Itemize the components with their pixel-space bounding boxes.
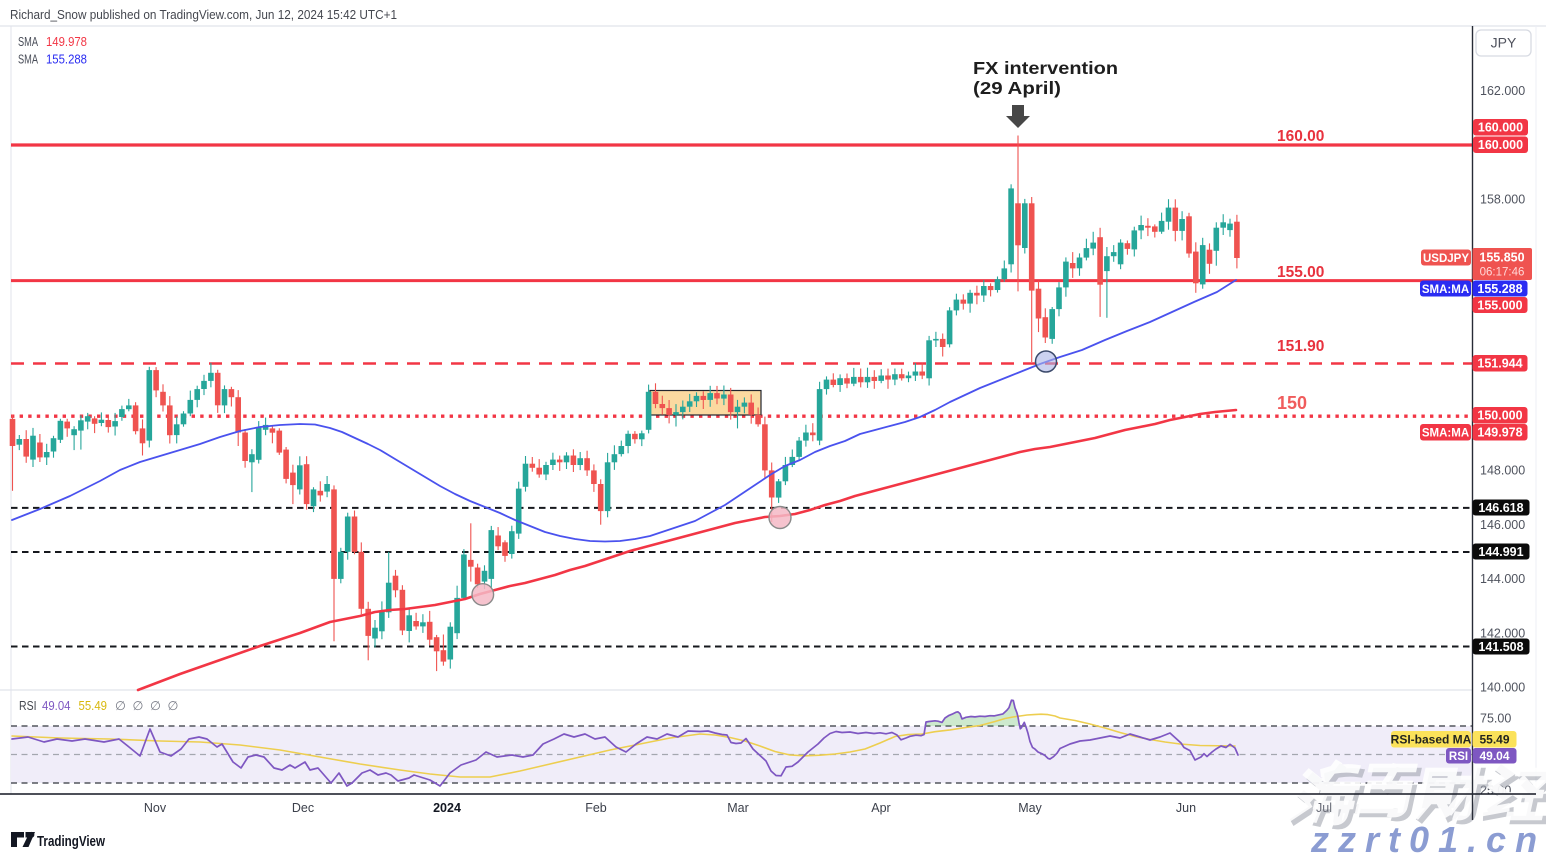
svg-text:2024: 2024 [433,801,461,815]
svg-text:151.90: 151.90 [1277,338,1324,355]
svg-text:144.000: 144.000 [1480,572,1525,586]
svg-text:(29 April): (29 April) [973,78,1061,98]
svg-text:∅: ∅ [133,699,144,713]
svg-text:55.49: 55.49 [79,699,108,713]
svg-text:Feb: Feb [585,801,607,815]
svg-text:Dec: Dec [292,801,314,815]
svg-text:SMA: SMA [18,52,38,67]
svg-text:FX intervention: FX intervention [973,58,1118,78]
svg-text:zzrt01.cn: zzrt01.cn [1310,819,1546,857]
svg-text:06:17:46: 06:17:46 [1480,267,1525,279]
svg-text:RSI: RSI [19,699,37,713]
svg-text:160.000: 160.000 [1478,138,1523,152]
svg-text:May: May [1018,801,1042,815]
svg-text:55.49: 55.49 [1479,733,1509,747]
svg-text:140.000: 140.000 [1480,681,1525,695]
svg-text:155.00: 155.00 [1277,264,1324,281]
svg-text:150.000: 150.000 [1477,409,1522,423]
svg-text:144.991: 144.991 [1478,545,1523,559]
svg-text:TradingView: TradingView [37,833,105,850]
svg-text:155.000: 155.000 [1477,298,1522,312]
svg-text:Apr: Apr [871,801,890,815]
svg-text:146.618: 146.618 [1478,501,1523,515]
svg-text:149.978: 149.978 [46,34,87,49]
svg-text:155.850: 155.850 [1479,251,1524,265]
svg-text:RSI-based MA: RSI-based MA [1391,733,1472,747]
svg-text:Mar: Mar [727,801,749,815]
svg-text:∅: ∅ [168,699,179,713]
svg-text:150: 150 [1277,393,1307,413]
svg-text:141.508: 141.508 [1478,640,1523,654]
svg-text:SMA:MA: SMA:MA [1422,284,1469,296]
svg-text:162.000: 162.000 [1480,84,1525,98]
svg-text:160.000: 160.000 [1478,121,1523,135]
svg-text:SMA: SMA [18,34,38,49]
svg-text:Nov: Nov [144,801,167,815]
svg-text:Jun: Jun [1176,801,1196,815]
svg-text:149.978: 149.978 [1477,426,1522,440]
svg-text:SMA:MA: SMA:MA [1422,428,1469,440]
svg-text:RSI: RSI [1449,751,1468,763]
svg-text:146.000: 146.000 [1480,518,1525,532]
svg-text:158.000: 158.000 [1480,192,1525,206]
svg-text:∅: ∅ [150,699,161,713]
svg-text:148.000: 148.000 [1480,464,1525,478]
svg-text:Richard_Snow published on Trad: Richard_Snow published on TradingView.co… [10,7,397,22]
svg-text:49.04: 49.04 [42,699,71,713]
svg-text:155.288: 155.288 [46,52,87,67]
svg-text:151.944: 151.944 [1477,357,1522,371]
svg-text:USDJPY: USDJPY [1423,253,1469,265]
svg-text:49.04: 49.04 [1479,749,1509,763]
svg-text:JPY: JPY [1491,35,1517,51]
svg-text:Jul: Jul [1316,801,1332,815]
svg-text:155.288: 155.288 [1477,282,1522,296]
svg-text:160.00: 160.00 [1277,128,1324,145]
svg-text:142.000: 142.000 [1480,626,1525,640]
svg-text:∅: ∅ [115,699,126,713]
svg-text:75.00: 75.00 [1480,712,1511,726]
